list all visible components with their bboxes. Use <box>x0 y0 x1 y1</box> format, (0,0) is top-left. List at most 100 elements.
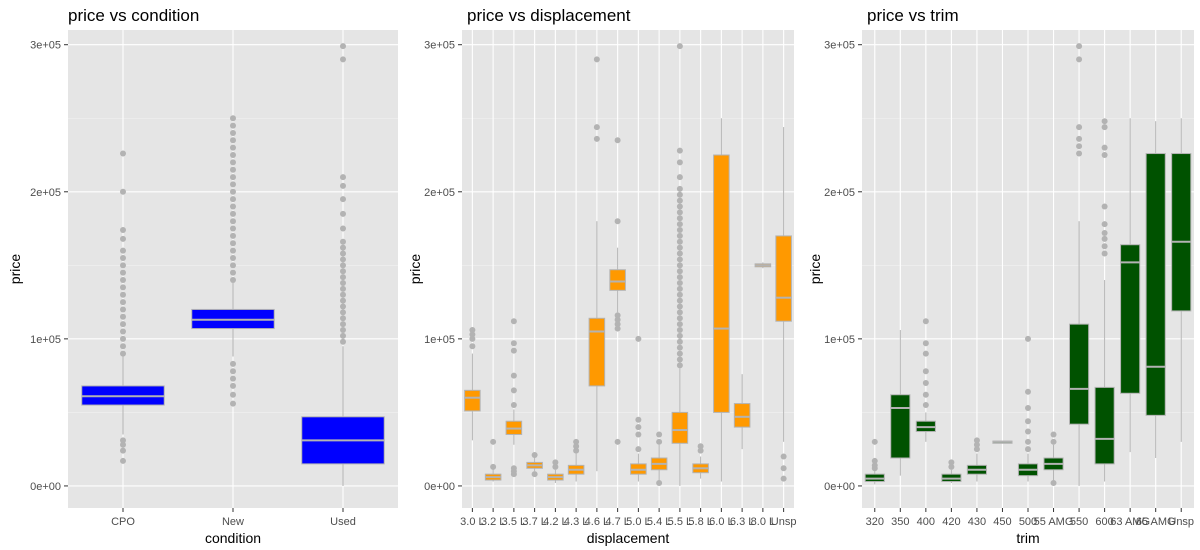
y-tick-label: 0e+00 <box>424 481 455 493</box>
outlier-point <box>1076 135 1083 142</box>
outlier-point <box>676 43 683 50</box>
x-tick-label: 4.2 L <box>543 516 567 528</box>
outlier-point <box>340 297 346 304</box>
outlier-point <box>871 462 878 469</box>
outlier-point <box>340 174 346 181</box>
box-5-5-l <box>671 43 689 486</box>
chart-panel-3: 0e+00 1e+05 2e+05 3e+05 320 350 400 420 430 450 50… <box>807 6 1194 546</box>
outlier-point <box>1050 479 1057 486</box>
x-tick-label: 3.5 L <box>502 516 526 528</box>
outlier-point <box>973 446 980 453</box>
outlier-point <box>230 159 236 166</box>
outlier-point <box>676 268 683 275</box>
x-tick-label: 4.3 L <box>564 516 588 528</box>
box-3-2-l <box>484 438 502 482</box>
outlier-point <box>676 262 683 269</box>
outlier-point <box>973 437 980 444</box>
box-400 <box>915 318 936 442</box>
outlier-point <box>340 268 346 275</box>
outlier-point <box>1101 203 1108 210</box>
outlier-point <box>1101 118 1108 125</box>
outlier-point <box>230 115 236 122</box>
outlier-point <box>676 321 683 328</box>
x-tick-label: New <box>222 516 244 528</box>
outlier-point <box>922 402 929 409</box>
box-5-8-l <box>692 443 709 479</box>
outlier-point <box>120 262 126 269</box>
outlier-point <box>1076 143 1083 150</box>
outlier-point <box>676 191 683 198</box>
outlier-point <box>676 256 683 263</box>
box-500 <box>1017 335 1039 482</box>
outlier-point <box>697 443 704 450</box>
outlier-point <box>120 269 126 276</box>
box-iqr <box>890 394 911 459</box>
x-tick-label: 65 AMG <box>1136 516 1176 528</box>
outlier-point <box>676 332 683 339</box>
box-4-2-l <box>547 459 564 483</box>
outlier-point <box>676 285 683 292</box>
outlier-point <box>120 447 126 454</box>
outlier-point <box>1025 404 1031 411</box>
outlier-point <box>1076 43 1083 50</box>
outlier-point <box>676 291 683 298</box>
box-5-4-l <box>650 431 668 486</box>
outlier-point <box>340 238 346 245</box>
outlier-point <box>340 250 346 257</box>
outlier-point <box>676 309 683 316</box>
outlier-point <box>922 368 929 375</box>
box-iqr <box>1094 386 1115 465</box>
box-iqr <box>1120 244 1141 394</box>
outlier-point <box>656 479 663 486</box>
outlier-point <box>531 452 538 459</box>
outlier-point <box>871 457 878 464</box>
outlier-point <box>340 332 346 339</box>
outlier-point <box>593 135 600 142</box>
box-3-7-l <box>526 452 543 478</box>
x-tick-label: 450 <box>993 516 1011 528</box>
x-tick-label: 5.0 L <box>626 516 650 528</box>
outlier-point <box>573 447 580 454</box>
outlier-point <box>697 447 704 454</box>
outlier-point <box>1025 335 1031 342</box>
outlier-point <box>340 43 346 50</box>
box-iqr <box>1145 153 1166 416</box>
y-axis-title: price <box>407 254 423 285</box>
plot-background <box>462 30 794 508</box>
outlier-point <box>510 372 517 379</box>
outlier-point <box>676 244 683 251</box>
y-tick-label: 3e+05 <box>30 40 61 52</box>
outlier-point <box>469 331 476 338</box>
outlier-point <box>1076 124 1083 131</box>
outlier-point <box>490 463 497 470</box>
chart-panel-2: 0e+00 1e+05 2e+05 3e+05 3.0 L3.2 L3.5 L3.7 L… <box>407 6 796 546</box>
outlier-point <box>1050 438 1057 445</box>
y-tick-label: 3e+05 <box>424 40 455 52</box>
outlier-point <box>1025 428 1031 435</box>
outlier-point <box>1025 438 1031 445</box>
outlier-point <box>1025 418 1031 425</box>
outlier-point <box>1101 144 1108 151</box>
outlier-point <box>1101 235 1108 242</box>
outlier-point <box>676 303 683 310</box>
outlier-point <box>120 299 126 306</box>
outlier-point <box>676 209 683 216</box>
outlier-point <box>230 137 236 144</box>
outlier-point <box>676 221 683 228</box>
outlier-point <box>676 197 683 204</box>
outlier-point <box>614 325 621 332</box>
box-iqr <box>733 403 751 428</box>
outlier-point <box>635 446 642 453</box>
outlier-point <box>230 129 236 136</box>
outlier-point <box>593 124 600 131</box>
outlier-point <box>340 274 346 281</box>
chart-title: price vs condition <box>68 6 199 25</box>
outlier-point <box>469 335 476 342</box>
outlier-point <box>230 174 236 181</box>
box-6-0-l <box>713 118 730 482</box>
outlier-point <box>230 391 236 398</box>
box-iqr <box>609 269 626 291</box>
outlier-point <box>1101 243 1108 250</box>
x-tick-label: 4.7 L <box>605 516 629 528</box>
x-tick-label: 4.6 L <box>585 516 609 528</box>
